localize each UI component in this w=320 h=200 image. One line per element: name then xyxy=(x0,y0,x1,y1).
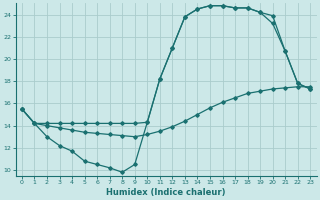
X-axis label: Humidex (Indice chaleur): Humidex (Indice chaleur) xyxy=(106,188,226,197)
